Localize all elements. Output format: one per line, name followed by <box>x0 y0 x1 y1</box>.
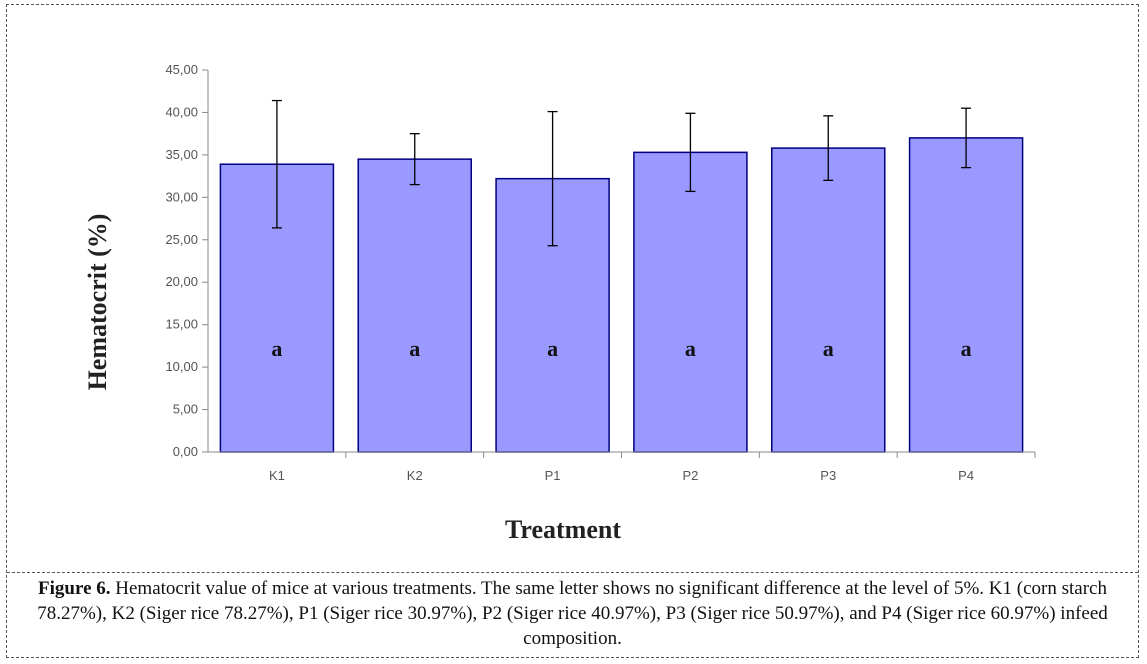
significance-letter: a <box>823 336 834 361</box>
significance-letter: a <box>961 336 972 361</box>
y-tick-label: 45,00 <box>165 62 198 77</box>
y-tick-label: 35,00 <box>165 147 198 162</box>
bar-k2 <box>358 159 471 452</box>
y-axis-ticks: 0,00 5,00 10,00 15,00 20,00 25,00 30,00 35,00 40… <box>165 62 208 459</box>
x-axis-title: Treatment <box>505 515 621 544</box>
x-category-label: P2 <box>682 468 698 483</box>
x-category-label: P3 <box>820 468 836 483</box>
x-category-label: K2 <box>407 468 423 483</box>
x-category-label: P1 <box>545 468 561 483</box>
caption-label: Figure 6. <box>38 578 110 599</box>
caption-text: Hematocrit value of mice at various trea… <box>37 578 1108 649</box>
x-axis-categories: K1 K2 P1 P2 P3 P4 <box>269 452 1035 483</box>
y-tick-label: 5,00 <box>173 402 198 417</box>
y-tick-label: 10,00 <box>165 359 198 374</box>
x-category-label: P4 <box>958 468 974 483</box>
y-tick-label: 0,00 <box>173 444 198 459</box>
significance-letter: a <box>271 336 282 361</box>
y-tick-label: 30,00 <box>165 189 198 204</box>
bar-p4 <box>910 138 1023 452</box>
bar-p3 <box>772 148 885 452</box>
significance-letter: a <box>547 336 558 361</box>
y-tick-label: 20,00 <box>165 274 198 289</box>
hematocrit-bar-chart: 0,00 5,00 10,00 15,00 20,00 25,00 30,00 35,00 40… <box>0 0 1147 572</box>
figure-caption: Figure 6. Hematocrit value of mice at va… <box>7 572 1138 658</box>
significance-letter: a <box>685 336 696 361</box>
x-category-label: K1 <box>269 468 285 483</box>
y-tick-label: 40,00 <box>165 104 198 119</box>
y-axis-title: Hematocrit (%) <box>83 214 112 391</box>
significance-letter: a <box>409 336 420 361</box>
y-tick-label: 25,00 <box>165 232 198 247</box>
bar-p2 <box>634 152 747 452</box>
y-tick-label: 15,00 <box>165 317 198 332</box>
